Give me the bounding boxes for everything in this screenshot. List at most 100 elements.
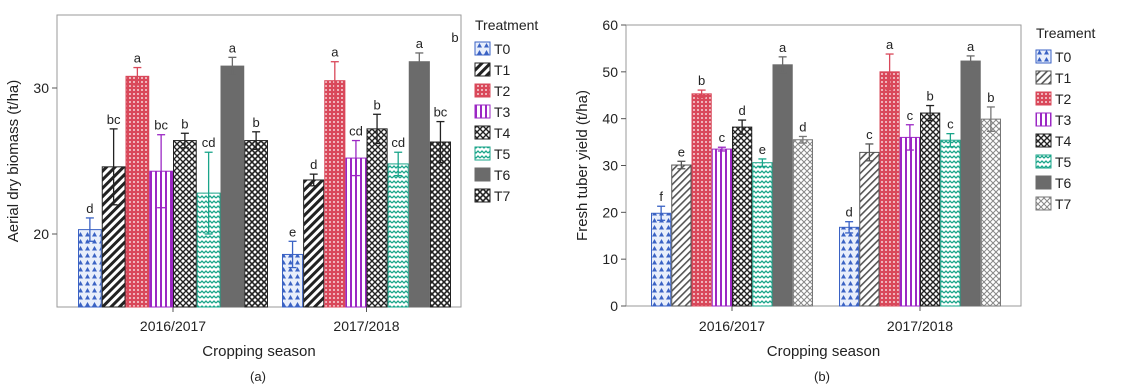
significance-letter: d (846, 205, 853, 220)
bar-t3 (345, 157, 367, 308)
bar-t7 (429, 141, 451, 308)
y-tick-label: 50 (602, 64, 618, 80)
legend-swatch-t2 (474, 83, 491, 98)
panel-label: (b) (814, 369, 830, 384)
legend-label-t5: T5 (494, 146, 511, 162)
significance-letter: a (134, 51, 142, 66)
legend-label-t4: T4 (1055, 133, 1072, 149)
significance-letter: a (229, 40, 237, 55)
legend-swatch-t4 (474, 125, 491, 140)
significance-letter: e (759, 142, 766, 157)
significance-letter: c (719, 130, 726, 145)
bar-t2 (324, 80, 346, 308)
legend-swatch-t5 (474, 146, 491, 161)
significance-letter: a (967, 39, 975, 54)
bar-t0 (839, 226, 860, 307)
legend-label-t4: T4 (494, 125, 511, 141)
legend-swatch-t6 (1035, 175, 1052, 190)
significance-letter: d (86, 201, 93, 216)
legend-swatch-t3 (1035, 112, 1052, 127)
legend-swatch-t0 (1035, 49, 1052, 64)
significance-letter: a (886, 37, 894, 52)
y-tick-label: 30 (33, 80, 49, 96)
bar-t4 (920, 112, 941, 307)
bar-t2 (125, 75, 150, 308)
y-tick-label: 10 (602, 251, 618, 267)
y-tick-label: 20 (33, 226, 49, 242)
legend-label-t0: T0 (1055, 49, 1072, 65)
bar-t4 (732, 126, 753, 307)
y-tick-label: 20 (602, 204, 618, 220)
legend-swatch-t7 (474, 188, 491, 203)
significance-letter: e (678, 144, 685, 159)
bar-t0 (651, 212, 672, 307)
significance-letter: c (866, 127, 873, 142)
bar-t5 (940, 139, 961, 307)
significance-letter: b (987, 90, 994, 105)
significance-letter: a (416, 36, 424, 51)
y-tick-label: 30 (602, 158, 618, 174)
bar-t4 (173, 140, 197, 308)
bar-t7 (792, 139, 813, 307)
bar-t4 (366, 128, 388, 308)
significance-letter: c (907, 108, 914, 123)
significance-letter: b (373, 97, 380, 112)
legend-label-t5: T5 (1055, 154, 1072, 170)
legend-label-t6: T6 (494, 167, 511, 183)
significance-letter: e (289, 224, 296, 239)
significance-letter: cd (202, 135, 216, 150)
bar-t3 (899, 136, 920, 307)
significance-letter: b (698, 73, 705, 88)
legend-swatch-t6 (474, 167, 491, 182)
significance-letter: bc (154, 118, 168, 133)
bar-t6 (408, 61, 430, 308)
x-axis-title: Cropping season (767, 343, 880, 360)
y-axis-title: Aerial dry biomass (t/ha) (5, 80, 22, 243)
bar-t2 (879, 71, 900, 307)
legend-swatch-t0 (474, 41, 491, 56)
legend-label-t0: T0 (494, 41, 511, 57)
legend-swatch-t4 (1035, 133, 1052, 148)
bar-t6 (772, 64, 793, 307)
x-tick-label: 2017/2018 (887, 318, 953, 334)
significance-letter: a (331, 45, 339, 60)
y-tick-label: 60 (602, 17, 618, 33)
bar-t5 (752, 162, 773, 307)
legend-swatch-t2 (1035, 91, 1052, 106)
legend-swatch-t1 (1035, 70, 1052, 85)
bar-t1 (303, 179, 325, 308)
y-axis-title: Fresh tuber yield (t/ha) (574, 90, 591, 241)
significance-letter: f (659, 189, 663, 204)
significance-letter: cd (391, 135, 405, 150)
bar-t7 (980, 118, 1001, 307)
legend-label-t7: T7 (1055, 196, 1072, 212)
significance-letter: bc (107, 112, 121, 127)
legend-swatch-t1 (474, 62, 491, 77)
significance-letter: c (947, 117, 954, 132)
legend-swatch-t5 (1035, 154, 1052, 169)
legend-label-t2: T2 (1055, 91, 1072, 107)
x-axis-title: Cropping season (202, 343, 315, 360)
bar-t3 (711, 148, 732, 307)
legend-label-t1: T1 (494, 62, 511, 78)
x-tick-label: 2016/2017 (699, 318, 765, 334)
legend-label-t2: T2 (494, 83, 511, 99)
panel-label: (a) (250, 369, 266, 384)
bar-t5 (387, 163, 409, 308)
y-tick-label: 40 (602, 111, 618, 127)
significance-letter: bc (434, 105, 448, 120)
bar-t6 (220, 65, 245, 308)
bar-t1 (671, 164, 692, 307)
corner-note: b (451, 30, 458, 45)
bar-t6 (960, 60, 981, 307)
significance-letter: d (799, 119, 806, 134)
legend-label-t1: T1 (1055, 70, 1072, 86)
x-tick-label: 2017/2018 (333, 318, 399, 334)
significance-letter: b (253, 115, 260, 130)
legend-label-t7: T7 (494, 188, 511, 204)
legend-swatch-t7 (1035, 196, 1052, 211)
bar-t7 (244, 140, 268, 308)
x-tick-label: 2016/2017 (140, 318, 206, 334)
legend-label-t6: T6 (1055, 175, 1072, 191)
